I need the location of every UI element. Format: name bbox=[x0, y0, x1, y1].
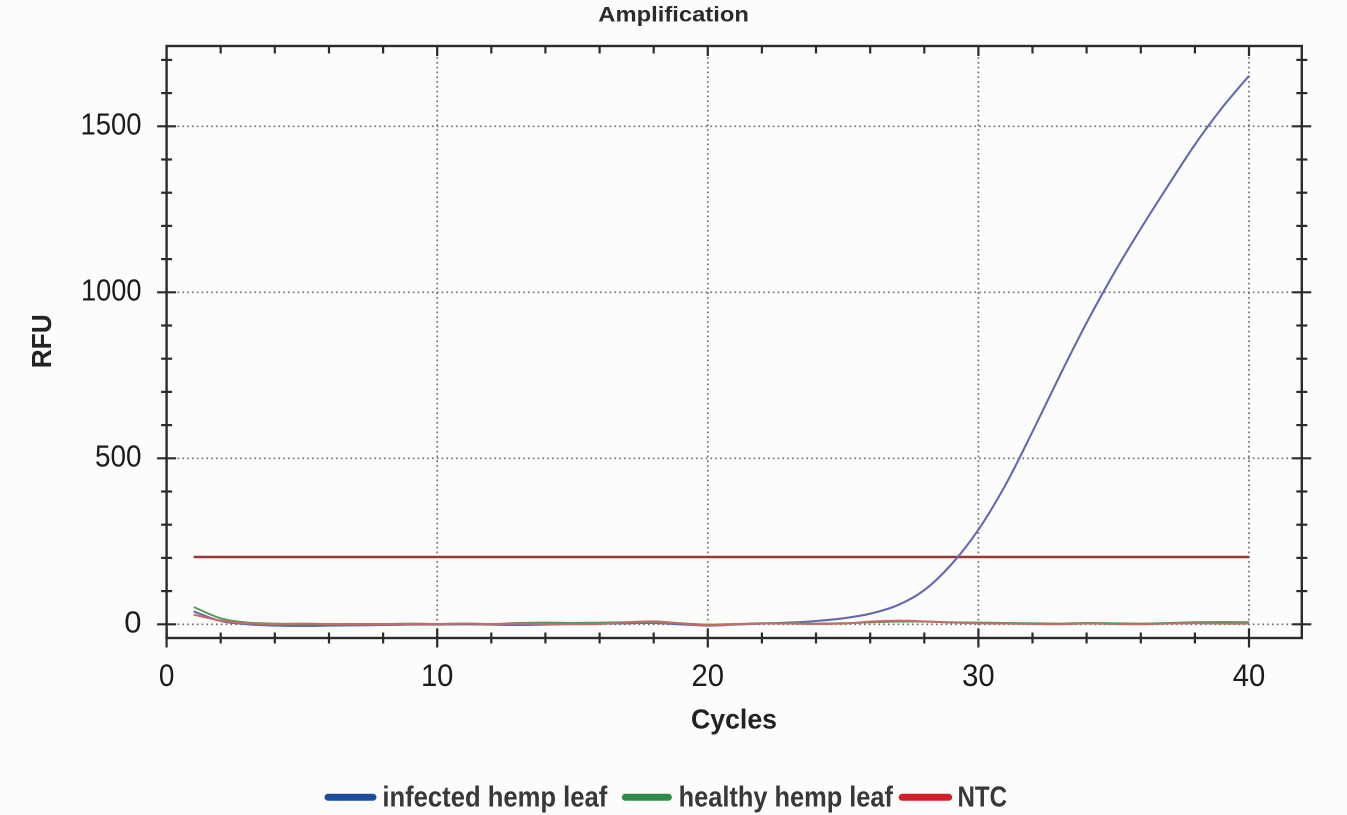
svg-text:infected hemp leaf: infected hemp leaf bbox=[382, 782, 607, 814]
svg-text:healthy hemp leaf: healthy hemp leaf bbox=[679, 782, 894, 814]
svg-text:40: 40 bbox=[1233, 657, 1266, 693]
svg-text:500: 500 bbox=[95, 438, 142, 473]
svg-text:Cycles: Cycles bbox=[691, 704, 777, 735]
svg-text:0: 0 bbox=[124, 604, 141, 639]
svg-text:1000: 1000 bbox=[81, 272, 142, 307]
svg-text:30: 30 bbox=[962, 657, 995, 693]
svg-text:1500: 1500 bbox=[81, 106, 142, 141]
svg-text:NTC: NTC bbox=[958, 782, 1008, 814]
svg-text:10: 10 bbox=[421, 657, 454, 693]
svg-text:20: 20 bbox=[692, 657, 725, 693]
svg-text:0: 0 bbox=[159, 657, 175, 693]
svg-text:Amplification: Amplification bbox=[598, 4, 749, 27]
svg-text:RFU: RFU bbox=[26, 314, 57, 368]
